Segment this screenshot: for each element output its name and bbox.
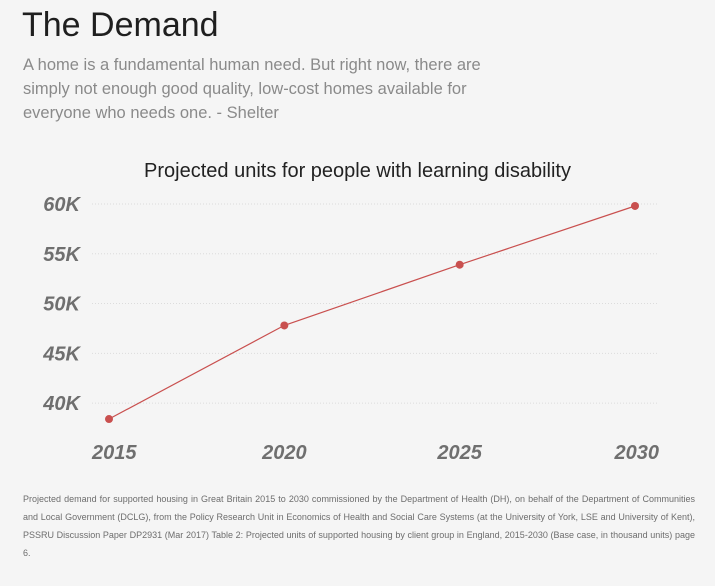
data-point xyxy=(105,415,113,424)
x-tick-label: 2030 xyxy=(614,442,660,464)
data-point xyxy=(455,260,464,269)
series-line xyxy=(108,205,636,420)
chart-title: Projected units for people with learning… xyxy=(144,160,571,182)
y-tick-label: 60K xyxy=(43,194,81,216)
data-point xyxy=(631,201,639,210)
page-title: The Demand xyxy=(22,6,219,44)
x-axis-tick-labels: 2015 2020 2025 2030 xyxy=(91,442,659,464)
source-footnote: Projected demand for supported housing i… xyxy=(23,494,695,558)
y-tick-label: 45K xyxy=(42,343,81,365)
x-tick-label: 2015 xyxy=(91,442,137,464)
grid-lines xyxy=(92,203,658,404)
y-tick-label: 50K xyxy=(43,294,81,316)
data-point xyxy=(280,321,289,330)
y-tick-label: 55K xyxy=(43,244,81,266)
y-tick-label: 40K xyxy=(42,393,81,415)
x-tick-label: 2025 xyxy=(436,442,482,464)
data-points xyxy=(105,201,639,424)
y-axis-tick-labels: 40K 45K 50K 55K 60K xyxy=(42,194,81,415)
x-tick-label: 2020 xyxy=(261,442,307,464)
intro-quote: A home is a fundamental human need. But … xyxy=(23,56,481,122)
